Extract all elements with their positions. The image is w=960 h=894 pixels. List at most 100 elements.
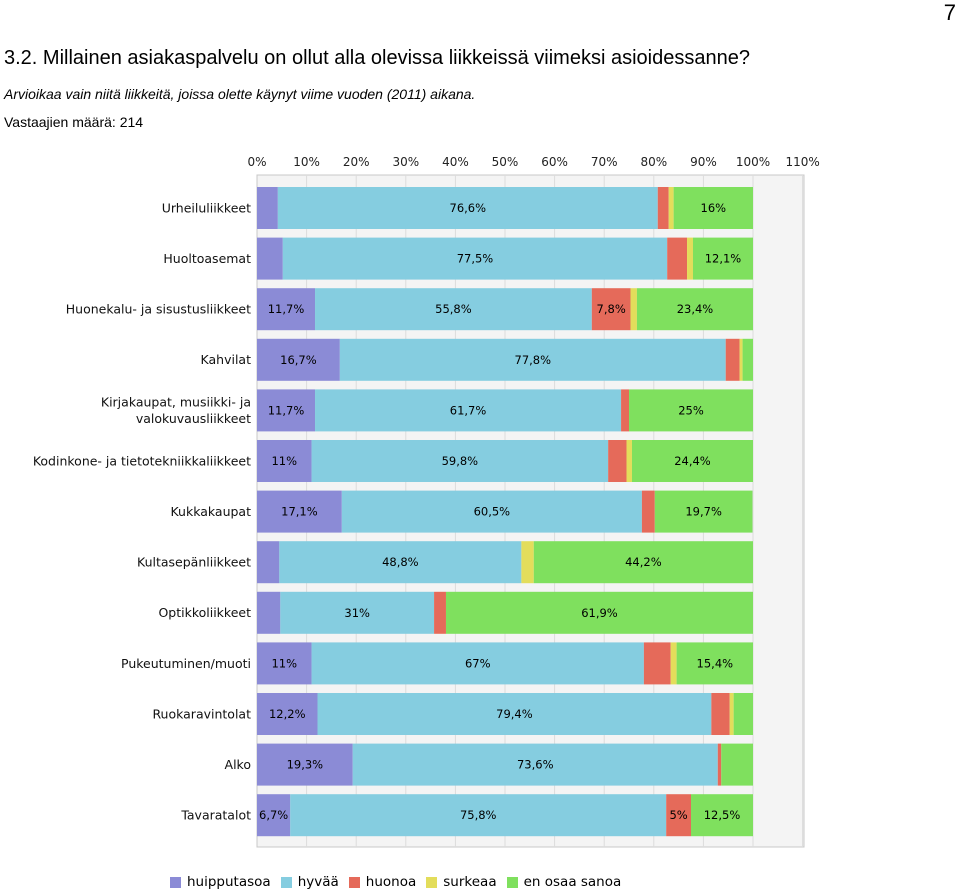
bar-value-label: 12,1% <box>705 252 742 266</box>
bar-value-label: 5% <box>669 808 687 822</box>
legend-label: hyvää <box>297 874 339 890</box>
bar-segment <box>533 541 753 584</box>
legend-swatch <box>426 876 438 888</box>
bar-segment <box>257 693 318 735</box>
category-labels: Urheiluliikkeet Huoltoasemat Huonekalu- ja… <box>33 200 251 822</box>
legend-label: huonoa <box>365 874 417 890</box>
bar-value-label: 11% <box>271 454 297 468</box>
bar-segment <box>339 338 726 381</box>
bar-segment <box>654 490 753 533</box>
legend-label: en osaa sanoa <box>523 874 622 890</box>
bar-value-label: 25% <box>678 403 704 417</box>
legend-item: hyvää <box>280 874 339 890</box>
bar-value-label: 17,1% <box>281 505 318 519</box>
bar-segment <box>631 440 753 482</box>
bar-value-label: 6,7% <box>259 808 288 822</box>
bar-segment <box>657 187 669 229</box>
bar-value-label: 15,4% <box>697 656 734 670</box>
bar-segment <box>630 288 637 331</box>
bar-segment <box>521 541 534 584</box>
bar-value-label: 77,5% <box>457 252 494 266</box>
bar-segment <box>692 237 753 280</box>
bar-segment <box>733 693 753 735</box>
instruction-note: Arvioikaa vain niitä liikkeitä, joissa o… <box>4 86 476 102</box>
x-tick-label: 110% <box>785 155 819 169</box>
bar-value-label: 19,3% <box>287 758 324 772</box>
category-label: Optikkoliikkeet <box>158 605 251 620</box>
bar-value-label: 11,7% <box>268 403 305 417</box>
bar-segment <box>636 288 753 331</box>
question-heading: 3.2. Millainen asiakaspalvelu on ollut a… <box>4 47 750 69</box>
bar-value-label: 76,6% <box>450 201 487 215</box>
bar-segment <box>621 389 629 432</box>
bars: 76,6% 16% 77,5% 12,1% 11,7% 55,8% 7,8% 23,4% 16,… <box>257 187 753 837</box>
respondent-count: Vastaajien määrä: 214 <box>4 114 144 130</box>
category-label: Pukeutuminen/muoti <box>121 656 251 671</box>
bar-segment <box>673 187 753 229</box>
category-label: Ruokaravintolat <box>152 706 251 721</box>
bar-value-label: 12,2% <box>269 707 306 721</box>
bar-value-label: 67% <box>465 656 491 670</box>
bar-segment <box>279 541 522 584</box>
bar-value-label: 12,5% <box>704 808 741 822</box>
category-label: Kodinkone- ja tietotekniikkaliikkeet <box>33 453 251 468</box>
bar-value-label: 31% <box>344 606 370 620</box>
bar-segment <box>643 642 671 685</box>
bar-value-label: 61,7% <box>450 403 487 417</box>
legend: huipputasoa hyvää huonoa surkeaa en osaa san… <box>170 872 621 892</box>
x-tick-label: 0% <box>247 155 266 169</box>
legend-item: en osaa sanoa <box>506 874 622 890</box>
bar-segment <box>717 743 722 786</box>
bar-segment <box>280 591 435 634</box>
bar-segment <box>311 440 609 482</box>
category-label: Kultasepänliikkeet <box>137 555 251 570</box>
bar-segment <box>742 338 753 381</box>
bar-segment <box>739 338 743 381</box>
bar-value-label: 79,4% <box>496 707 533 721</box>
bar-value-label: 11% <box>271 656 297 670</box>
bar-segment <box>691 794 753 837</box>
bar-segment <box>721 743 753 786</box>
bar-segment <box>311 642 644 685</box>
bar-segment <box>257 490 342 533</box>
bar-value-label: 73,6% <box>517 758 554 772</box>
bar-segment <box>315 288 592 331</box>
x-tick-label: 40% <box>442 155 469 169</box>
x-tick-label: 60% <box>541 155 568 169</box>
bar-segment <box>290 794 667 837</box>
category-label: Kahvilat <box>201 352 252 367</box>
bar-segment <box>352 743 718 786</box>
x-tick-label: 50% <box>492 155 519 169</box>
bar-segment <box>257 237 283 280</box>
bar-segment <box>257 794 291 837</box>
category-label: Kukkakaupat <box>170 504 251 519</box>
bar-segment <box>725 338 740 381</box>
bar-value-label: 59,8% <box>442 454 479 468</box>
x-tick-label: 70% <box>591 155 618 169</box>
bar-value-label: 55,8% <box>435 302 472 316</box>
bar-segment <box>676 642 753 685</box>
bar-segment <box>687 237 693 280</box>
category-label: Alko <box>225 757 251 772</box>
bar-segment <box>341 490 642 533</box>
bar-segment <box>666 794 691 837</box>
x-tick-label: 20% <box>343 155 370 169</box>
x-tick-label: 10% <box>293 155 320 169</box>
bar-value-label: 16,7% <box>280 353 317 367</box>
bar-value-label: 75,8% <box>460 808 497 822</box>
legend-label: surkeaa <box>443 874 497 890</box>
legend-item: surkeaa <box>426 874 497 890</box>
x-tick-label: 90% <box>690 155 717 169</box>
bar-value-label: 61,9% <box>581 606 618 620</box>
x-tick-label: 80% <box>640 155 667 169</box>
bar-segment <box>445 591 753 634</box>
legend-label: huipputasoa <box>187 874 271 890</box>
bar-segment <box>591 288 631 331</box>
bar-value-label: 77,8% <box>515 353 552 367</box>
bar-segment <box>668 187 674 229</box>
bar-value-label: 60,5% <box>474 505 511 519</box>
stacked-bar-chart: 0% 10% 20% 30% 40% 50% 60% 70% 80% 90% 100% 110% 76… <box>33 155 820 848</box>
bar-value-label: 24,4% <box>674 454 711 468</box>
bar-segment <box>257 642 312 685</box>
bar-value-label: 19,7% <box>685 505 722 519</box>
